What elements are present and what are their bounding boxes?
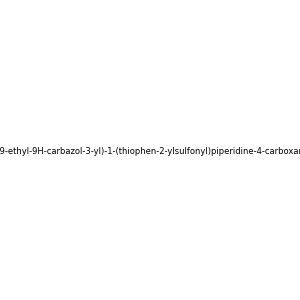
Text: N-(9-ethyl-9H-carbazol-3-yl)-1-(thiophen-2-ylsulfonyl)piperidine-4-carboxamide: N-(9-ethyl-9H-carbazol-3-yl)-1-(thiophen… bbox=[0, 147, 300, 156]
